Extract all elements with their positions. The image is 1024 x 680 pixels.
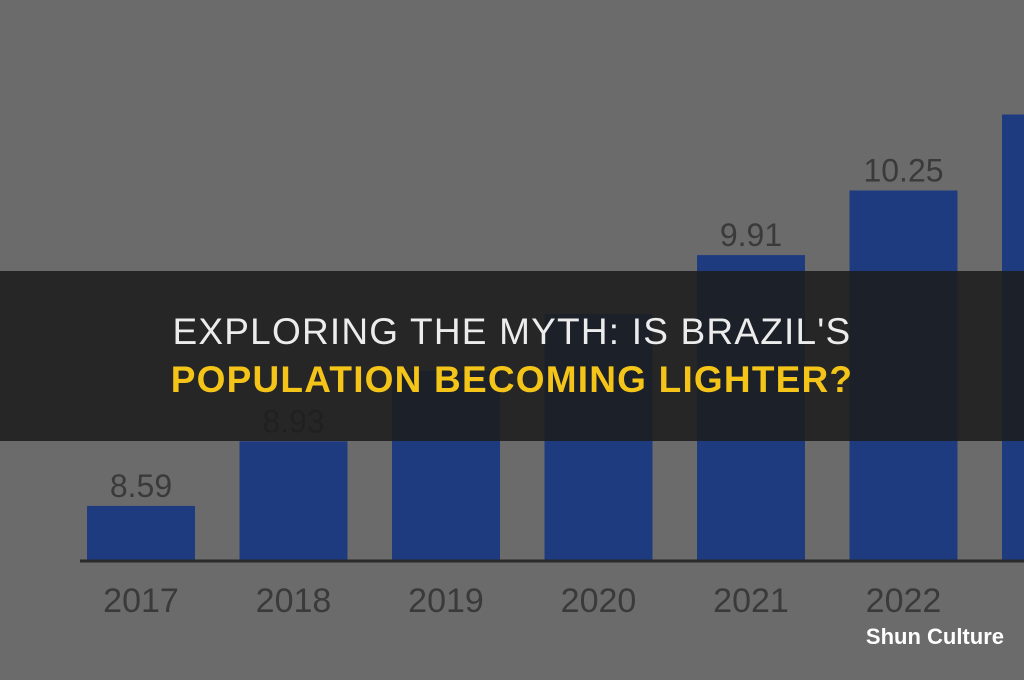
title-banner: Exploring the myth: Is Brazil's populati… [0, 271, 1024, 441]
title-line-2: population becoming lighter? [170, 359, 854, 400]
bar-2018 [239, 441, 348, 561]
x-tick-label-2020: 2020 [561, 582, 637, 620]
x-tick-label-2022: 2022 [866, 582, 942, 620]
bar-2017 [87, 505, 195, 561]
x-tick-label-2019: 2019 [408, 582, 484, 620]
x-tick-label-2018: 2018 [256, 582, 332, 620]
x-tick-label-2021: 2021 [713, 582, 789, 620]
watermark-logo: Shun Culture [865, 624, 1004, 649]
data-label-2017: 8.59 [110, 468, 172, 504]
data-label-2021: 9.91 [720, 217, 782, 253]
title-line-1: Exploring the myth: Is Brazil's [172, 311, 852, 352]
x-tick-label-2017: 2017 [103, 582, 179, 620]
data-label-2022: 10.25 [863, 153, 943, 189]
